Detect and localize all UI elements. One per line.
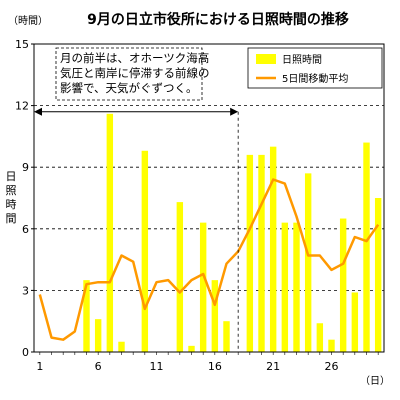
x-tick-label: 21: [266, 360, 280, 373]
bar: [211, 280, 219, 352]
x-tick-label: 26: [325, 360, 339, 373]
bar: [199, 222, 207, 352]
line-series: [38, 178, 380, 341]
y-tick-label: 12: [15, 100, 29, 113]
y-tick-label: 9: [22, 161, 29, 174]
bar: [83, 280, 90, 352]
bar: [316, 323, 324, 352]
arrow-head-left: [34, 107, 42, 116]
bar: [94, 319, 102, 352]
legend-label-bar: 日照時間: [282, 54, 322, 66]
annotation-box: [55, 47, 203, 101]
bar: [258, 154, 265, 352]
legend: 日照時間 5日間移動平均: [247, 47, 383, 89]
bar: [106, 113, 114, 353]
y-tick-label: 6: [22, 223, 29, 236]
annotation-line: 気圧と南岸に停滞する前線の: [60, 66, 210, 80]
bar: [351, 292, 359, 352]
y-tick-label: 0: [22, 346, 29, 359]
moving-average-line: [38, 178, 380, 341]
x-tick-label: 1: [36, 360, 43, 373]
x-axis-unit: （日）: [360, 375, 390, 387]
x-tick-label: 11: [150, 360, 164, 373]
x-tick-label: 16: [208, 360, 222, 373]
bar: [339, 218, 347, 352]
annotation-line: 影響で、天気がぐずつく。: [60, 81, 198, 95]
y-tick-label: 3: [22, 284, 29, 297]
x-tick-label: 6: [95, 360, 102, 373]
y-axis-label: 日照時間: [6, 170, 17, 225]
bar: [374, 198, 382, 352]
legend-swatch-bar: [256, 54, 276, 64]
bar-series: [83, 113, 382, 353]
y-tick-label: 15: [15, 38, 29, 51]
y-axis-unit: （時間）: [8, 15, 48, 27]
annotation-line: 月の前半は、オホーツク海高: [60, 51, 209, 65]
bar: [176, 202, 184, 352]
chart-title: 9月の日立市役所における日照時間の推移: [87, 11, 349, 28]
axes: [33, 44, 384, 353]
bar: [363, 142, 370, 352]
bar: [293, 222, 300, 352]
bar: [223, 321, 230, 352]
legend-label-line: 5日間移動平均: [282, 72, 348, 85]
bar: [141, 150, 149, 352]
bar: [269, 146, 277, 352]
arrow-head-right: [230, 107, 239, 116]
bar: [281, 222, 289, 352]
bar: [118, 341, 125, 352]
bar: [304, 173, 312, 352]
bar: [328, 339, 335, 352]
bar: [246, 154, 254, 352]
bar: [188, 345, 195, 352]
